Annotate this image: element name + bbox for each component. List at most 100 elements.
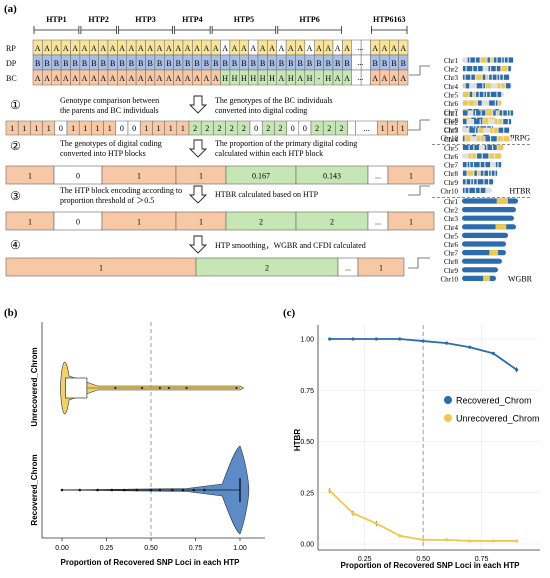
genotype-letter: A: [157, 74, 163, 83]
htp-label: HTP6: [299, 15, 319, 24]
genotype-letter: B: [194, 59, 199, 68]
proportion-value: 1: [199, 172, 203, 181]
chromosome-segment: [480, 170, 484, 176]
chromosome-label: Chr9: [444, 179, 459, 187]
chromosome-label: Chr5: [444, 232, 459, 240]
chromosome-segment: [498, 100, 501, 106]
htp-labels: HTP1 HTP2 HTP3 HTP4 HTP5 HTP6 HTP6163: [33, 15, 408, 34]
chromosome-segment: [488, 66, 490, 72]
proportion-value: 0: [76, 172, 80, 181]
chromosome-segment: [497, 74, 500, 80]
genotype-grid: A A A A A A A A A A A A A A A A A A A A A A A A A A A A A A A A A A A A A A..…: [32, 39, 409, 86]
chromosome-segment: [489, 100, 495, 106]
violin-plot: 0.00 0.25 0.50 0.75 1.00 Proportion of Recove…: [30, 322, 265, 567]
x-tick-label: 0.00: [55, 545, 69, 552]
chromosome-segment: [463, 136, 465, 142]
y-tick-label: 0.25: [300, 490, 314, 497]
chromosome-label: Chr8: [444, 258, 459, 266]
outlier-point: [60, 488, 64, 492]
chromosome-label: Chr7: [444, 109, 459, 117]
chromosome-segment: [471, 179, 473, 185]
chromosome-segment: [474, 144, 479, 150]
chromosome-segment: [496, 110, 499, 116]
chromosome-segment: [498, 127, 504, 133]
chromosome-segment: [463, 179, 466, 185]
chromosome-segment: [490, 91, 497, 97]
genotype-letter: B: [176, 59, 181, 68]
chromosome-segment: [469, 91, 473, 97]
chromosome-segment: [470, 162, 473, 168]
code-value: 2: [218, 124, 222, 133]
chromosome-segment: [497, 57, 502, 63]
proportion-value: 1: [28, 172, 32, 181]
outlier-point: [235, 386, 238, 390]
genotype-letter: A: [194, 74, 200, 83]
chromosome-segment: [469, 187, 475, 193]
step3-left-line2: proportion threshold of ＞0.5: [60, 196, 154, 205]
chromosome-segment: [497, 91, 502, 97]
outlier-point: [149, 488, 153, 492]
panel-b-label: (b): [4, 307, 18, 319]
genotype-letter: A: [119, 74, 125, 83]
chromosome-segment: [466, 66, 473, 72]
chromosome-segment: [501, 66, 508, 72]
code-value: 2: [340, 124, 344, 133]
chromosome-segment: [466, 179, 471, 185]
genotype-letter: B: [138, 59, 143, 68]
genotype-letter: A: [297, 44, 303, 53]
step2-left-line1: The genotypes of digital coding: [60, 139, 162, 148]
chromosome-segment: [480, 187, 486, 193]
chromosome-segment: [489, 179, 493, 185]
legend-label: Recovered_Chrom: [456, 396, 532, 406]
encoding-cell: [387, 211, 435, 231]
ellipsis-text: ...: [357, 43, 363, 52]
step2-right-line1: The proportion of the primary digital co…: [215, 139, 357, 148]
genotype-letter: H: [241, 74, 247, 83]
chromosome-segment: [482, 74, 486, 80]
chromosome-segment: [463, 110, 468, 116]
code-cell: [347, 120, 356, 136]
chromosome-segment: [503, 119, 508, 125]
x-axis-title: Proportion of Recovered SNP Loci in each…: [61, 558, 241, 567]
chromosome-segment: [492, 74, 497, 80]
encoding-value: 1: [199, 218, 203, 227]
chromosome-segment: [485, 136, 490, 142]
chromosome-segment: [495, 162, 498, 168]
chromosome-segment: [478, 100, 482, 106]
genotype-letter: A: [91, 74, 97, 83]
chromosome-label: Chr4: [444, 136, 459, 144]
chromosome-segment: [486, 83, 491, 89]
genotype-letter: A: [241, 44, 247, 53]
chromosome-bar: [462, 241, 506, 247]
genotype-letter: A: [391, 74, 397, 83]
chromosome-bar: [462, 198, 518, 204]
chromosome-bar: [462, 267, 498, 273]
category-label-unrecovered: Unrecovered_Chrom: [30, 347, 39, 426]
genotype-letter: H: [269, 74, 275, 83]
chromosome-segment: [508, 66, 511, 72]
genotype-letter: B: [213, 59, 218, 68]
x-axis-title: Proportion of Recovered SNP Loci in each…: [341, 561, 521, 570]
step1-marker: ①: [10, 98, 21, 112]
step3-right-line1: HTBR calculated based on HTP: [215, 190, 319, 199]
chromosome-segment: [477, 179, 484, 185]
chromosome-segment: [491, 66, 496, 72]
genotype-letter: A: [100, 44, 106, 53]
htp-smoothing-row: 1 2... 1: [5, 257, 405, 277]
chromosome-segment: [463, 83, 465, 89]
genotype-letter: A: [307, 44, 313, 53]
chromosome-segment: [479, 91, 484, 97]
code-value: 0: [254, 124, 258, 133]
plot-background: [318, 325, 540, 550]
genotype-letter: A: [63, 74, 69, 83]
genotype-letter: B: [260, 59, 265, 68]
outlier-point: [171, 488, 174, 492]
chromosome-segment: [489, 250, 499, 256]
htp-label: HTP4: [182, 15, 202, 24]
genotype-letter: B: [316, 59, 321, 68]
chromosome-segment: [467, 162, 470, 168]
code-value: 1: [391, 124, 395, 133]
genotype-letter: B: [166, 59, 171, 68]
code-value: 2: [279, 124, 283, 133]
genotype-letter: A: [185, 44, 191, 53]
